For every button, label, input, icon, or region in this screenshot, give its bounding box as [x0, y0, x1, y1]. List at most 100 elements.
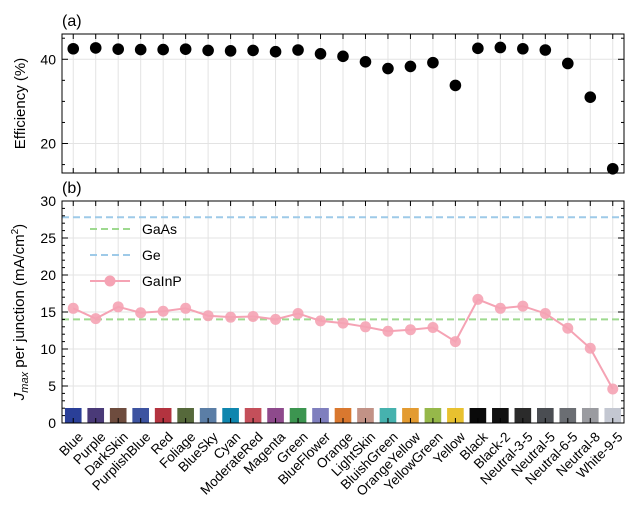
- efficiency-point: [404, 60, 417, 73]
- efficiency-point: [449, 79, 462, 92]
- gainp-point: [202, 310, 214, 322]
- efficiency-point: [202, 44, 214, 57]
- swatch-orange: [334, 408, 352, 423]
- efficiency-point: [494, 41, 507, 54]
- efficiency-point: [134, 43, 147, 56]
- efficiency-point: [292, 44, 304, 56]
- legend-marker-gainp: [104, 275, 116, 287]
- swatch-cyan: [222, 408, 239, 423]
- legend-label-gaas: GaAs: [142, 221, 177, 237]
- y-tick-label-b: 30: [40, 193, 56, 209]
- ticks-b: 0 5 10 15 20 25 30: [40, 193, 624, 431]
- gainp-point: [517, 300, 529, 312]
- efficiency-point: [472, 42, 484, 55]
- gainp-point: [584, 342, 596, 354]
- swatch-blue: [64, 408, 82, 423]
- efficiency-point: [337, 50, 349, 63]
- efficiency-point: [359, 56, 372, 68]
- y-tick-label-b: 20: [40, 267, 56, 283]
- swatch-neutral-3-5: [514, 408, 532, 423]
- efficiency-point: [314, 47, 327, 60]
- efficiency-point: [67, 42, 80, 55]
- category-labels: BluePurpleDarkSkinPurplishBlueRedFoliage…: [56, 429, 625, 499]
- swatch-black-2: [492, 408, 509, 423]
- gainp-point: [90, 313, 102, 325]
- gainp-point: [359, 321, 371, 333]
- panel-label-b: (b): [62, 180, 82, 197]
- efficiency-point: [157, 43, 169, 56]
- panel-label-a: (a): [62, 13, 82, 30]
- swatch-foliage: [177, 408, 194, 423]
- gainp-point: [562, 322, 574, 334]
- gainp-point: [427, 322, 439, 334]
- swatch-purplishblue: [132, 408, 149, 423]
- efficiency-point: [112, 43, 124, 55]
- gainp-point: [607, 383, 619, 395]
- swatch-black: [469, 408, 487, 423]
- gainp-point: [382, 325, 394, 337]
- gainp-point: [180, 302, 192, 314]
- legend-label-ge: Ge: [142, 247, 161, 263]
- y-title-sup: 2: [10, 228, 21, 234]
- swatch-moderatered: [244, 408, 262, 423]
- y-tick-label-b: 10: [40, 341, 56, 357]
- gainp-point: [337, 317, 349, 329]
- gainp-point: [67, 302, 79, 314]
- gainp-point: [270, 313, 282, 325]
- y-title-close: ): [11, 224, 28, 229]
- swatch-blueflower: [312, 408, 329, 423]
- color-swatches: [64, 408, 622, 423]
- efficiency-point: [247, 44, 259, 57]
- legend: GaAs Ge GaInP: [90, 221, 182, 289]
- gainp-point: [472, 293, 484, 305]
- legend-label-gainp: GaInP: [142, 273, 182, 289]
- gainp-point: [112, 301, 124, 313]
- swatch-white-9-5: [604, 408, 622, 423]
- gainp-point: [404, 324, 416, 336]
- swatch-yellowgreen: [424, 408, 442, 423]
- y-title-main: per junction (mA/cm: [11, 234, 28, 372]
- y-tick-label-b: 0: [48, 415, 56, 431]
- y-tick-label-b: 15: [40, 304, 56, 320]
- swatch-lightskin: [357, 408, 374, 423]
- gainp-series: [67, 293, 619, 395]
- efficiency-point: [562, 57, 574, 70]
- gainp-point: [247, 310, 259, 322]
- gainp-point: [292, 307, 304, 319]
- efficiency-point: [427, 56, 439, 69]
- swatch-magenta: [267, 408, 284, 423]
- efficiency-point: [269, 45, 282, 58]
- panel-b: 0 5 10 15 20 25 30 (b) Jmax per junction (mA/c…: [10, 180, 626, 499]
- gainp-point: [315, 315, 327, 327]
- y-tick-label-a: 40: [40, 51, 56, 67]
- swatch-neutral-8: [581, 408, 599, 423]
- gainp-point: [539, 307, 551, 319]
- efficiency-point: [224, 45, 237, 57]
- gainp-point: [157, 305, 169, 317]
- efficiency-point: [382, 62, 394, 75]
- swatch-green: [289, 408, 307, 423]
- efficiency-point: [89, 42, 102, 54]
- swatch-bluesky: [199, 408, 217, 423]
- gainp-point: [225, 311, 237, 323]
- swatch-bluishgreen: [379, 408, 397, 423]
- gainp-point: [494, 302, 506, 314]
- swatch-neutral-5: [537, 408, 554, 423]
- swatch-yellow: [447, 408, 464, 423]
- swatch-orangeyellow: [402, 408, 419, 423]
- efficiency-point: [584, 91, 597, 103]
- swatch-darkskin: [109, 408, 127, 423]
- y-axis-title-b: Jmax per junction (mA/cm2): [10, 224, 31, 401]
- y-tick-label-b: 25: [40, 230, 56, 246]
- y-title-j: J: [11, 392, 28, 401]
- swatch-red: [154, 408, 172, 423]
- y-tick-label-b: 5: [48, 378, 56, 394]
- gainp-point: [449, 336, 461, 348]
- swatch-purple: [87, 408, 105, 423]
- swatch-neutral-6-5: [559, 408, 577, 423]
- y-tick-label-a: 20: [40, 136, 56, 152]
- efficiency-point: [179, 43, 192, 55]
